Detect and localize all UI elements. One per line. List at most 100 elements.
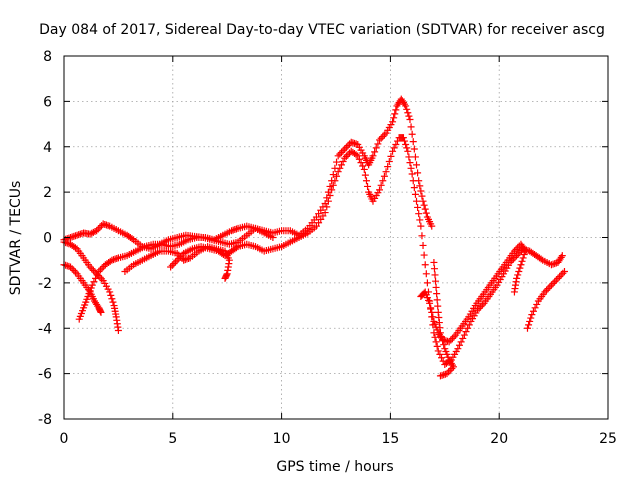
data-point [434,302,442,310]
data-point [408,170,416,178]
data-point [377,181,385,189]
data-point [392,106,400,114]
data-point [411,190,419,198]
data-point [448,365,456,373]
data-point [71,244,79,252]
data-point [96,223,104,231]
data-point [432,283,440,291]
data-point [382,168,390,176]
data-point [433,290,441,298]
data-point [531,304,539,312]
data-point [167,263,175,271]
data-point [423,279,431,287]
data-point [341,145,349,153]
data-point [339,147,347,155]
data-point [269,234,277,241]
data-point [355,155,363,163]
data-point [551,278,559,286]
data-point [525,321,533,329]
data-point [93,227,101,235]
data-point [334,152,342,160]
data-point [385,157,393,165]
data-point [114,327,122,335]
x-tick-labels: 0 5 10 15 20 25 [60,431,617,447]
axis-ticks [63,55,609,420]
x-tick-label: 20 [490,431,508,447]
data-point [510,247,518,255]
data-point [399,134,407,142]
data-point [410,145,418,153]
y-tick-label: -6 [38,367,52,383]
data-point [92,274,100,282]
data-point [344,142,352,150]
data-point [360,165,368,173]
data-point [433,296,441,304]
y-tick-label: -2 [38,276,52,292]
data-point [422,209,430,217]
data-point [409,177,417,185]
data-point [391,110,399,118]
data-point [389,147,397,155]
data-point [537,255,545,263]
data-point [420,201,428,209]
data-point [221,274,229,282]
data-point [89,228,97,236]
data-point [403,144,411,152]
data-series [75,222,277,323]
data-point [321,209,329,217]
data-point [436,350,444,358]
data-point [168,261,176,269]
data-point [364,182,372,190]
data-point [547,281,555,289]
data-point [445,338,453,346]
data-point [333,158,341,166]
data-point [436,329,444,337]
data-point [428,308,436,316]
data-point [406,116,414,124]
data-point [323,203,331,211]
data-point [422,270,430,278]
data-point [413,197,421,205]
data-point [324,197,332,205]
data-point [88,229,96,237]
data-point [329,181,337,189]
data-point [402,102,410,110]
y-tick-label: 6 [43,94,52,110]
data-point [344,151,352,159]
x-tick-label: 10 [273,431,291,447]
data-point [416,216,424,224]
data-point [401,137,409,145]
data-point [408,130,416,138]
data-point [559,269,567,277]
data-point [407,164,415,172]
data-point [405,153,413,161]
data-point [413,161,421,169]
data-point [390,144,398,152]
data-point [405,112,413,120]
y-tick-label: 2 [43,185,52,201]
data-point [329,171,337,179]
data-point [477,303,485,311]
data-point [462,328,470,336]
data-point [523,324,531,332]
data-point [438,354,446,362]
data-point [98,275,106,283]
data-point [557,253,565,261]
data-point [88,265,96,273]
data-point [232,244,240,252]
y-tick-label: 0 [43,231,52,247]
data-point [560,268,568,276]
data-point [178,251,186,259]
y-axis-label: SDTVAR / TECUs [8,181,24,296]
data-points [60,95,568,380]
data-point [342,143,350,151]
data-point [354,152,362,160]
data-point [421,261,429,269]
data-point [556,273,564,281]
data-point [95,268,103,276]
data-point [554,274,562,282]
data-point [352,151,360,159]
data-point [336,164,344,172]
data-point [170,260,178,268]
data-point [518,257,526,265]
